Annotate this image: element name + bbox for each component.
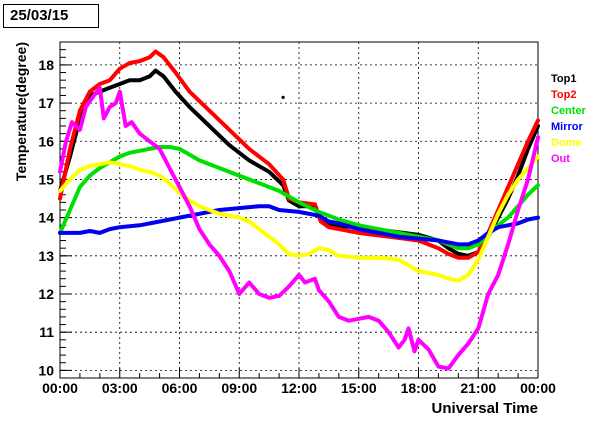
x-tick-label: 00:00 — [520, 380, 556, 396]
series-line-top2 — [58, 49, 540, 260]
x-tick-label: 18:00 — [401, 380, 437, 396]
legend-out: Out — [551, 153, 570, 165]
legend-top2: Top2 — [551, 89, 576, 101]
series-line-dome — [58, 154, 540, 283]
y-tick-label: 18 — [38, 57, 54, 73]
series-line-center — [58, 145, 540, 251]
y-tick-label: 13 — [38, 248, 54, 264]
y-tick-label: 12 — [38, 286, 54, 302]
y-tick-label: 11 — [39, 324, 54, 340]
series-line-out — [58, 85, 540, 371]
x-tick-label: 21:00 — [460, 380, 496, 396]
y-tick-label: 15 — [38, 171, 54, 187]
date-label: 25/03/15 — [3, 4, 99, 28]
series-line-mirror — [58, 204, 540, 247]
x-tick-label: 12:00 — [281, 380, 317, 396]
stray-point — [281, 95, 285, 99]
legend-center: Center — [551, 105, 587, 117]
y-tick-label: 16 — [38, 133, 54, 149]
x-axis-label: Universal Time — [432, 400, 538, 417]
y-tick-label: 10 — [38, 362, 54, 378]
legend-top1: Top1 — [551, 73, 576, 85]
x-tick-label: 06:00 — [162, 380, 198, 396]
x-tick-label: 15:00 — [341, 380, 377, 396]
y-tick-label: 14 — [38, 210, 54, 226]
legend-mirror: Mirror — [551, 121, 584, 133]
y-tick-label: 17 — [38, 95, 54, 111]
x-tick-label: 03:00 — [102, 380, 138, 396]
legend-dome: Dome — [551, 137, 582, 149]
x-tick-label: 00:00 — [42, 380, 78, 396]
y-axis-label: Temperature(degree) — [13, 42, 29, 181]
x-tick-label: 09:00 — [221, 380, 257, 396]
